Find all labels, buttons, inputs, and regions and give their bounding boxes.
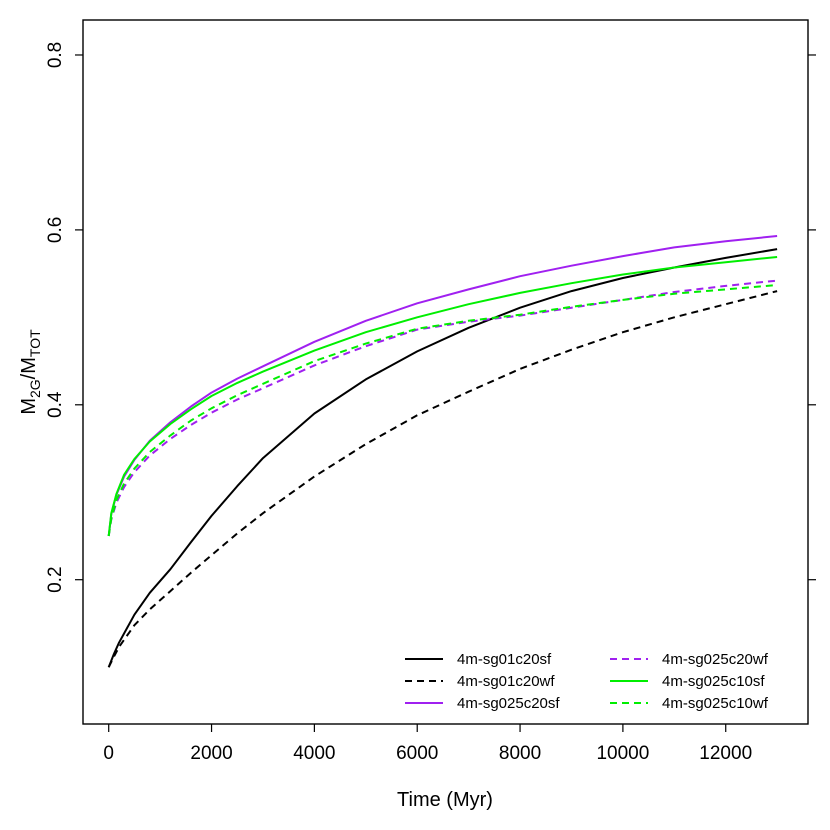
y-axis-title: M2G/MTOT — [18, 329, 43, 415]
x-tick-label: 8000 — [499, 743, 541, 764]
legend-label: 4m-sg025c20wf — [662, 651, 769, 668]
y-tick-label: 0.8 — [45, 42, 66, 68]
x-tick-label: 2000 — [190, 743, 232, 764]
legend-label: 4m-sg025c10sf — [662, 673, 765, 690]
plot-frame — [82, 19, 809, 725]
series-line-4m-sg01c20wf — [107, 290, 778, 668]
y-axis-title-sub-1: 2G — [27, 379, 43, 398]
x-tick-label: 6000 — [396, 743, 438, 764]
y-axis-title-slash: / — [18, 373, 40, 379]
y-axis-title-main-2: M — [18, 357, 40, 374]
y-tick-label: 0.6 — [45, 217, 66, 243]
y-axis-title-main-1: M — [18, 398, 40, 415]
legend-label: 4m-sg025c20sf — [457, 695, 560, 712]
series-line-4m-sg025c20wf — [107, 279, 778, 537]
legend: 4m-sg01c20sf 4m-sg01c20wf 4m-sg025c20sf 4m-… — [405, 651, 769, 712]
x-axis-title: Time (Myr) — [397, 789, 493, 811]
series-line-4m-sg025c10sf — [107, 256, 778, 537]
legend-label: 4m-sg01c20wf — [457, 673, 555, 690]
x-tick-label: 12000 — [699, 743, 752, 764]
series-line-4m-sg025c10wf — [107, 284, 778, 537]
legend-label: 4m-sg025c10wf — [662, 695, 769, 712]
y-axis: 0.2 0.4 0.6 0.8 — [45, 42, 816, 593]
x-tick-label: 0 — [103, 743, 114, 764]
legend-label: 4m-sg01c20sf — [457, 651, 552, 668]
x-tick-label: 10000 — [596, 743, 649, 764]
x-axis: 0 2000 4000 6000 8000 10000 12000 — [103, 724, 752, 764]
y-axis-title-sub-2: TOT — [27, 329, 43, 357]
x-tick-label: 4000 — [293, 743, 335, 764]
y-tick-label: 0.2 — [45, 566, 66, 592]
y-tick-label: 0.4 — [45, 391, 66, 418]
series-layer — [107, 235, 778, 668]
series-line-4m-sg01c20sf — [107, 248, 778, 668]
